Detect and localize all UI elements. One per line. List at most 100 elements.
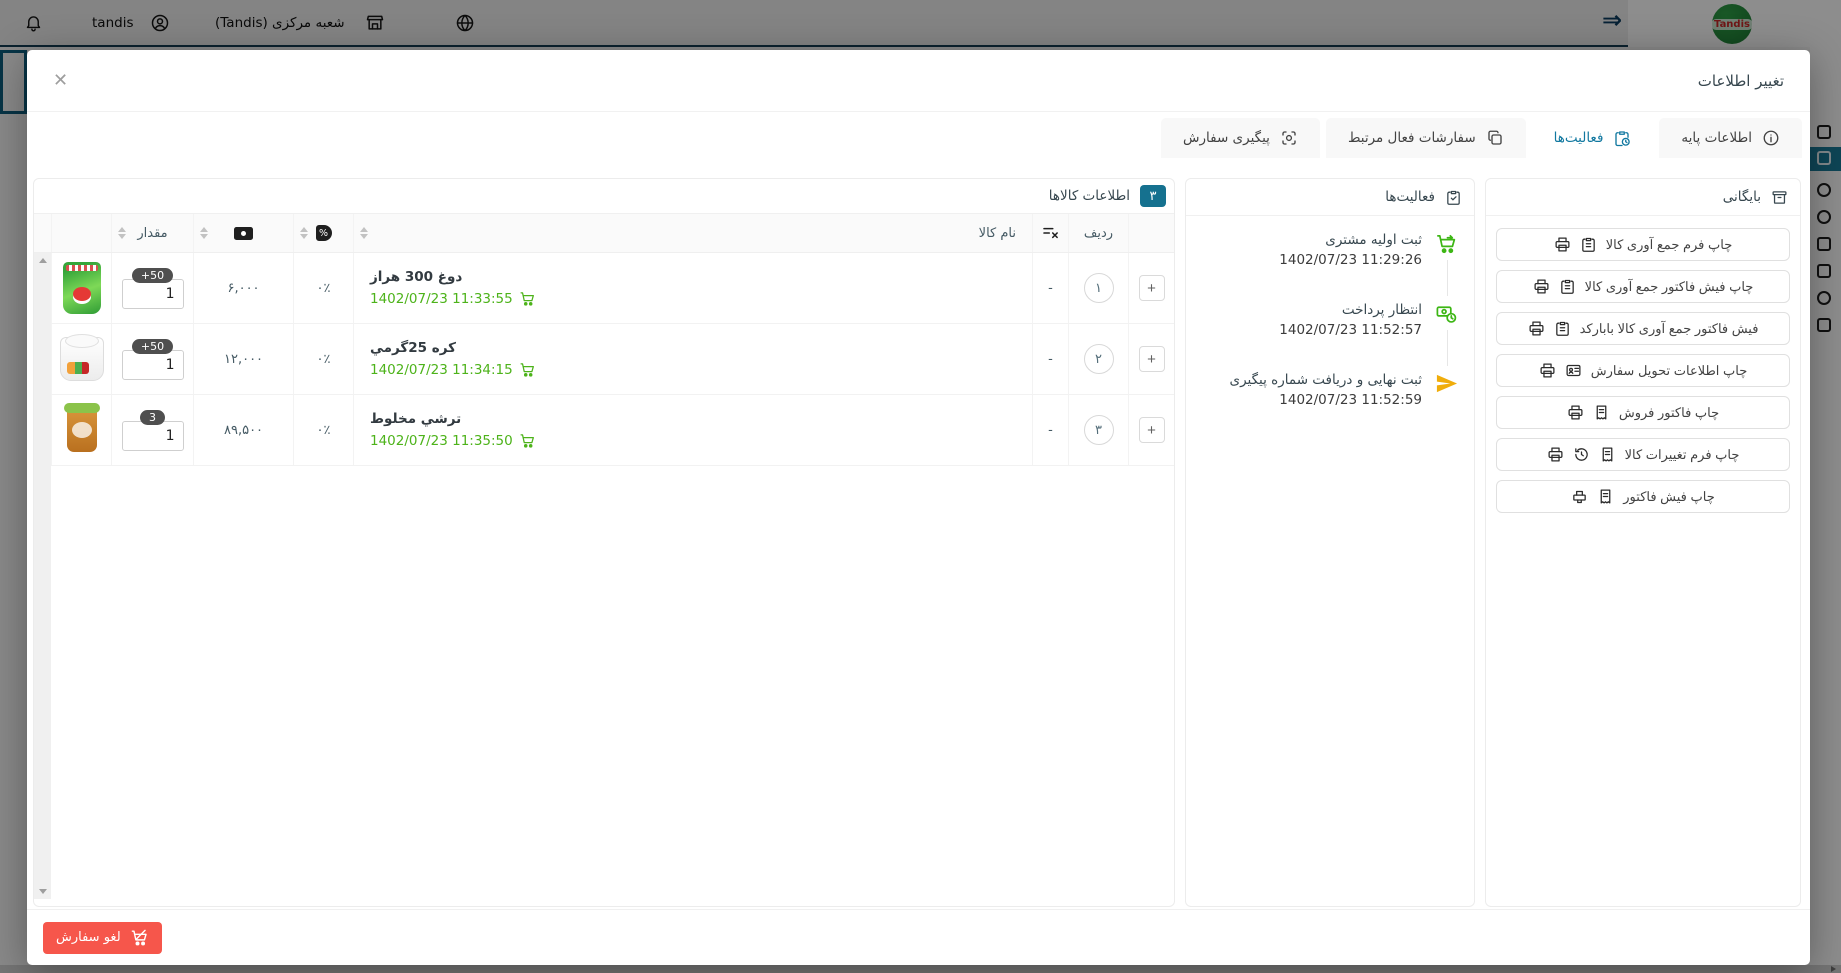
list-x-icon: [1042, 227, 1058, 239]
activities-header: فعالیت‌ها: [1186, 179, 1474, 216]
print-collection-form-button[interactable]: چاپ فرم جمع آوری کالا: [1496, 228, 1790, 261]
row-number: ۲: [1083, 344, 1114, 374]
product-image-cell: [51, 395, 111, 465]
products-table-body: + ۱ - دوغ 300 هراز 1402/07/23 11:33:55 ۰…: [34, 253, 1174, 906]
activity-item: ثبت نهایی و دریافت شماره پیگیری 1402/07/…: [1198, 372, 1458, 442]
cart-added-icon: [520, 434, 534, 448]
print-invoice-slip-button[interactable]: چاپ فیش فاکتور: [1496, 480, 1790, 513]
store-icon: [365, 0, 385, 45]
clipboard-list-icon: [1560, 279, 1574, 294]
topbar-brand: tandis: [92, 14, 134, 31]
modal-header: تغییر اطلاعات ✕: [27, 50, 1810, 112]
header-row-number: ردیف: [1068, 214, 1128, 252]
cart-added-icon: [520, 363, 534, 377]
products-count-badge: ۳: [1140, 185, 1166, 207]
tab-basic-info[interactable]: اطلاعات پایه: [1659, 118, 1802, 158]
print-product-changes-form-button[interactable]: چاپ فرم تغییرات کالا: [1496, 438, 1790, 471]
printer-icon: [1540, 363, 1555, 378]
receipt-icon: [1596, 405, 1607, 420]
expand-row-button[interactable]: +: [1138, 275, 1165, 301]
table-scrollbar[interactable]: [34, 253, 51, 899]
added-timestamp: 1402/07/23 11:34:15: [370, 361, 513, 378]
quantity-input[interactable]: [121, 278, 184, 309]
modal-tabs: اطلاعات پایه فعالیت‌ها سفارشات فعال مرتب…: [27, 112, 1810, 158]
product-image-cell: [51, 253, 111, 323]
background-sidebar-icon: [1817, 125, 1831, 139]
clipboard-list-icon: [1555, 321, 1569, 336]
activity-timeline: ثبت اولیه مشتری 1402/07/23 11:29:26 انتظ…: [1186, 216, 1474, 442]
background-sidebar-icon: [1817, 237, 1831, 251]
history-icon: [1574, 448, 1588, 461]
print-sales-invoice-button[interactable]: چاپ فاکتور فروش: [1496, 396, 1790, 429]
product-name-cell: دوغ 300 هراز 1402/07/23 11:33:55: [353, 253, 1032, 323]
background-sidebar-icon: [1817, 183, 1831, 197]
send-icon: [1435, 372, 1458, 395]
quantity-input[interactable]: [121, 420, 184, 451]
printer-icon: [1568, 405, 1583, 420]
globe-icon: [455, 0, 475, 45]
background-sidebar-icon: [1817, 151, 1831, 165]
cart-icon: [1435, 232, 1458, 255]
printer-icon: [1548, 447, 1563, 462]
sort-name-control[interactable]: [360, 227, 368, 239]
scroll-down-icon[interactable]: [38, 889, 47, 894]
table-row: + ۳ - ترشي مخلوط 1402/07/23 11:35:50 ۰٪ …: [51, 395, 1174, 466]
tab-related-active-orders[interactable]: سفارشات فعال مرتبط: [1325, 118, 1526, 158]
price-value: ۱۲,۰۰۰: [193, 324, 293, 394]
receipt-icon: [1602, 447, 1612, 462]
quantity-cell: 50+: [111, 324, 193, 394]
products-panel: ۳ اطلاعات کالاها ردیف نام کالا %: [33, 178, 1175, 907]
expand-row-button[interactable]: +: [1138, 417, 1165, 443]
product-image-pickle: [63, 403, 100, 452]
table-row: + ۱ - دوغ 300 هراز 1402/07/23 11:33:55 ۰…: [51, 253, 1174, 324]
background-sidebar-icon: [1817, 291, 1831, 305]
cart-added-icon: [520, 292, 534, 306]
header-list-check: [1032, 214, 1068, 252]
quantity-input[interactable]: [121, 349, 184, 380]
price-value: ۸۹,۵۰۰: [193, 395, 293, 465]
modal-title: تغییر اطلاعات: [1697, 71, 1784, 90]
sort-quantity-control[interactable]: [118, 227, 126, 239]
stock-badge: 50+: [131, 267, 174, 283]
header-price: [193, 214, 293, 252]
quantity-cell: 50+: [111, 253, 193, 323]
background-bottom-bar: [0, 965, 1841, 973]
activity-item: ثبت اولیه مشتری 1402/07/23 11:29:26: [1198, 232, 1458, 302]
track-scan-icon: [1282, 131, 1296, 145]
close-icon[interactable]: ✕: [53, 69, 69, 91]
tab-order-tracking[interactable]: پیگیری سفارش: [1161, 118, 1320, 158]
clipboard-clock-icon: [1615, 131, 1631, 147]
row-number: ۳: [1083, 415, 1114, 445]
scroll-up-icon[interactable]: [38, 258, 47, 263]
header-discount: %: [293, 214, 353, 252]
background-sidebar-icon: [1817, 264, 1831, 278]
receipt-icon: [1600, 489, 1611, 504]
topbar-branch: شعبه مرکزی (Tandis): [215, 14, 345, 31]
archive-header: بایگانی: [1486, 179, 1800, 216]
tandis-logo: Tandis: [1711, 4, 1753, 44]
background-sidebar-active-item: [1810, 147, 1841, 171]
products-table-header: ردیف نام کالا %: [34, 213, 1174, 253]
background-sidebar: [1810, 47, 1841, 965]
tab-activities[interactable]: فعالیت‌ها: [1531, 118, 1654, 158]
archive-panel: بایگانی چاپ فرم جمع آوری کالا چاپ فیش فا…: [1485, 178, 1801, 907]
price-value: ۶,۰۰۰: [193, 253, 293, 323]
print-delivery-info-button[interactable]: چاپ اطلاعات تحویل سفارش: [1496, 354, 1790, 387]
scroll-right-icon: [1831, 966, 1836, 972]
cancel-cart-icon: [131, 929, 147, 946]
collection-invoice-barcode-button[interactable]: فیش فاکتور جمع آوری کالا بابارکد: [1496, 312, 1790, 345]
print-collection-invoice-slip-button[interactable]: چاپ فیش فاکتور جمع آوری کالا: [1496, 270, 1790, 303]
printer-icon: [1555, 237, 1570, 252]
row-check: -: [1032, 395, 1068, 465]
payment-clock-icon: [1435, 302, 1458, 325]
products-header: ۳ اطلاعات کالاها: [34, 179, 1174, 213]
sort-discount-control[interactable]: [300, 227, 308, 239]
expand-row-button[interactable]: +: [1138, 346, 1165, 372]
sort-price-control[interactable]: [200, 227, 208, 239]
added-timestamp: 1402/07/23 11:35:50: [370, 432, 513, 449]
stock-badge: 3: [140, 409, 165, 425]
notifications-bell-icon: [24, 0, 43, 45]
cancel-order-button[interactable]: لغو سفارش: [43, 921, 162, 954]
sidebar-header: Tandis: [1628, 0, 1841, 47]
banknote-icon: [234, 226, 253, 240]
